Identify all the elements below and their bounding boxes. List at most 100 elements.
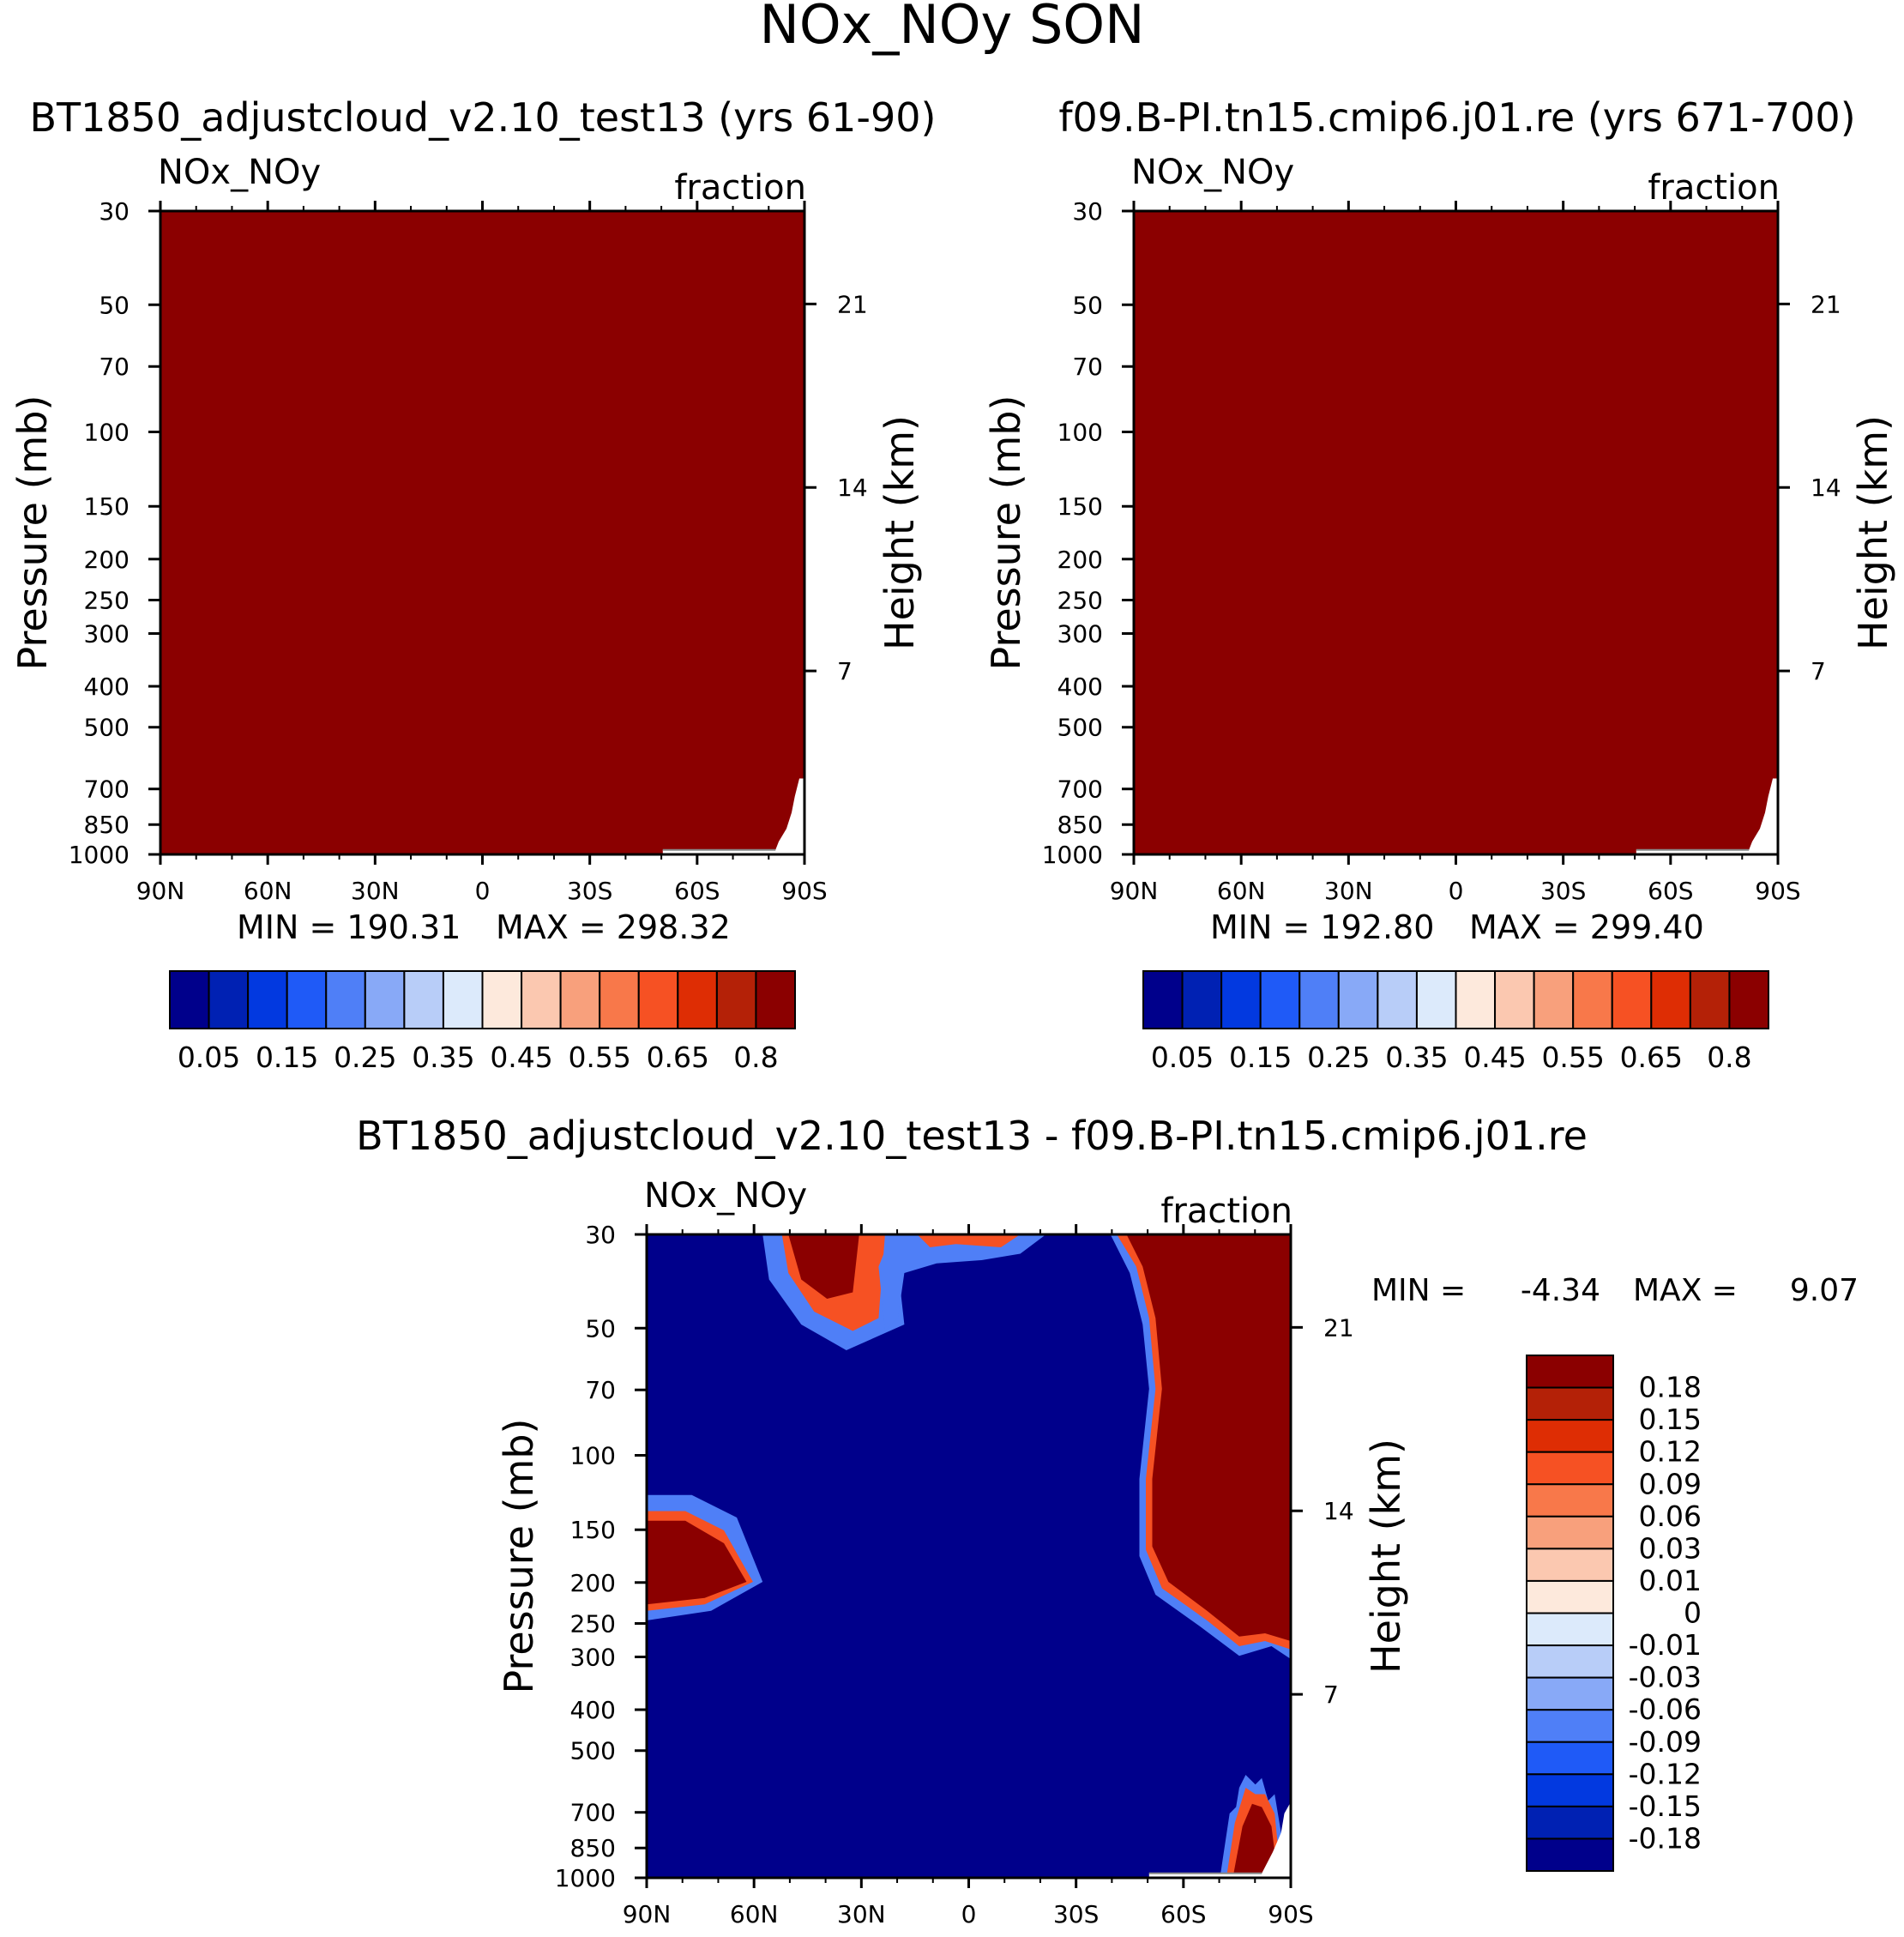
colorbar-box — [1533, 970, 1575, 1029]
colorbar-box — [1526, 1709, 1614, 1743]
y-tick-label: 700 — [84, 775, 130, 804]
colorbar-label: 0.25 — [1307, 1041, 1370, 1074]
colorbar-box — [1526, 1483, 1614, 1518]
colorbar-box — [1455, 970, 1497, 1029]
colorbar-label: -0.03 — [1629, 1661, 1702, 1694]
colorbar-box — [1650, 970, 1691, 1029]
colorbar-label: 0.15 — [1639, 1403, 1702, 1436]
y-tick-label: 30 — [1072, 197, 1103, 226]
right-axis-title: Height (km) — [877, 415, 923, 650]
y-tick-label: 200 — [1057, 546, 1103, 574]
x-tick-label: 60S — [1648, 877, 1693, 905]
colorbar-box — [1526, 1515, 1614, 1550]
colorbar-box — [1298, 970, 1340, 1029]
height-tick-label: 7 — [1323, 1681, 1339, 1709]
colorbar-label: 0.55 — [568, 1041, 630, 1074]
height-tick-label: 7 — [1811, 657, 1826, 685]
colorbar-box — [1526, 1741, 1614, 1776]
panel-2: 90N 60N 30N 0 30S 60S 90S 30 50 70 100 150 200 250 300… — [983, 153, 1896, 1074]
y-tick-label: 100 — [84, 419, 130, 447]
y-tick-label: 300 — [84, 619, 130, 648]
colorbar-box — [247, 970, 288, 1029]
height-tick-label: 21 — [837, 290, 868, 318]
colorbar-box — [1526, 1676, 1614, 1711]
panel-right-label: fraction — [1648, 168, 1780, 208]
y-tick-label: 400 — [1057, 673, 1103, 701]
colorbar-box — [1494, 970, 1535, 1029]
y-tick-label: 250 — [570, 1609, 616, 1638]
colorbar-box — [208, 970, 250, 1029]
height-tick-label: 21 — [1323, 1313, 1354, 1342]
y-tick-label: 700 — [1057, 775, 1103, 804]
min-value-label: MIN = — [1371, 1273, 1466, 1308]
colorbar-box — [1526, 1386, 1614, 1421]
colorbar-box — [1526, 1548, 1614, 1582]
x-tick-label: 60N — [1217, 877, 1266, 905]
x-tick-label: 90N — [623, 1900, 672, 1928]
panel-3-region-5-core — [1232, 1803, 1278, 1878]
colorbar-box — [1728, 970, 1769, 1029]
colorbar-label: 0.8 — [733, 1041, 778, 1074]
x-tick-label: 0 — [1449, 877, 1464, 905]
colorbar-label: -0.06 — [1629, 1693, 1702, 1726]
x-tick-label: 30N — [1324, 877, 1373, 905]
y-tick-label: 500 — [570, 1737, 616, 1765]
panel-3-region-3-core — [647, 1520, 747, 1605]
x-tick-label: 30S — [567, 877, 612, 905]
y-tick-label: 400 — [84, 673, 130, 701]
colorbar-box — [1611, 970, 1653, 1029]
colorbar-box — [1526, 1805, 1614, 1840]
y-axis-title: Pressure (mb) — [9, 395, 56, 671]
panel-1-field — [160, 211, 804, 854]
height-tick-label: 14 — [1323, 1497, 1354, 1525]
y-tick-label: 1000 — [69, 841, 130, 869]
colorbar-box — [755, 970, 796, 1029]
x-tick-label: 30S — [1540, 877, 1586, 905]
colorbar-box — [1572, 970, 1613, 1029]
y-tick-label: 200 — [570, 1569, 616, 1597]
colorbar-box — [715, 970, 757, 1029]
panel-3-terrain-mask — [1148, 1801, 1291, 1878]
colorbar-label: 0.25 — [334, 1041, 396, 1074]
colorbar-box — [1689, 970, 1731, 1029]
colorbar-box — [559, 970, 601, 1029]
colorbar-label: -0.01 — [1629, 1628, 1702, 1662]
y-tick-label: 300 — [570, 1643, 616, 1671]
colorbar-label: 0.09 — [1639, 1467, 1702, 1500]
colorbar-box — [637, 970, 679, 1029]
colorbar-label: 0.01 — [1639, 1564, 1702, 1597]
colorbar-box — [1142, 970, 1184, 1029]
max-value-label: MAX = 299.40 — [1469, 908, 1704, 946]
colorbar-box — [521, 970, 562, 1029]
colorbar-box — [1259, 970, 1301, 1029]
y-tick-label: 150 — [1057, 492, 1103, 521]
panel-1-terrain-mask — [662, 778, 804, 854]
y-tick-label: 1000 — [555, 1864, 616, 1892]
panel-3-region-2-edge — [878, 1234, 1046, 1331]
y-axis-title: Pressure (mb) — [496, 1419, 542, 1694]
colorbar-label: 0.65 — [647, 1041, 709, 1074]
x-tick-label: 90S — [1755, 877, 1800, 905]
x-tick-label: 90S — [1268, 1900, 1313, 1928]
colorbar-label: 0.06 — [1639, 1500, 1702, 1533]
panel-1-title: BT1850_adjustcloud_v2.10_test13 (yrs 61-… — [29, 94, 936, 141]
y-tick-label: 50 — [99, 291, 130, 319]
y-tick-label: 300 — [1057, 619, 1103, 648]
colorbar-box — [403, 970, 444, 1029]
colorbar-box — [286, 970, 328, 1029]
y-tick-label: 50 — [585, 1314, 616, 1343]
colorbar-box — [481, 970, 523, 1029]
y-tick-label: 100 — [570, 1442, 616, 1470]
panel-3-region-2-core — [917, 1234, 1021, 1247]
min-value-label: MIN = 190.31 — [237, 908, 461, 946]
panel-3-title: BT1850_adjustcloud_v2.10_test13 - f09.B-… — [356, 1113, 1588, 1159]
colorbar-label: 0.03 — [1639, 1531, 1702, 1565]
colorbar-label: -0.15 — [1629, 1789, 1702, 1823]
panel-left-label: NOx_NOy — [1131, 153, 1294, 192]
colorbar-box — [1220, 970, 1262, 1029]
colorbar-label: 0.18 — [1639, 1371, 1702, 1404]
colorbar-label: 0.45 — [490, 1041, 552, 1074]
panel-right-label: fraction — [674, 168, 806, 208]
colorbar-box — [1526, 1419, 1614, 1453]
